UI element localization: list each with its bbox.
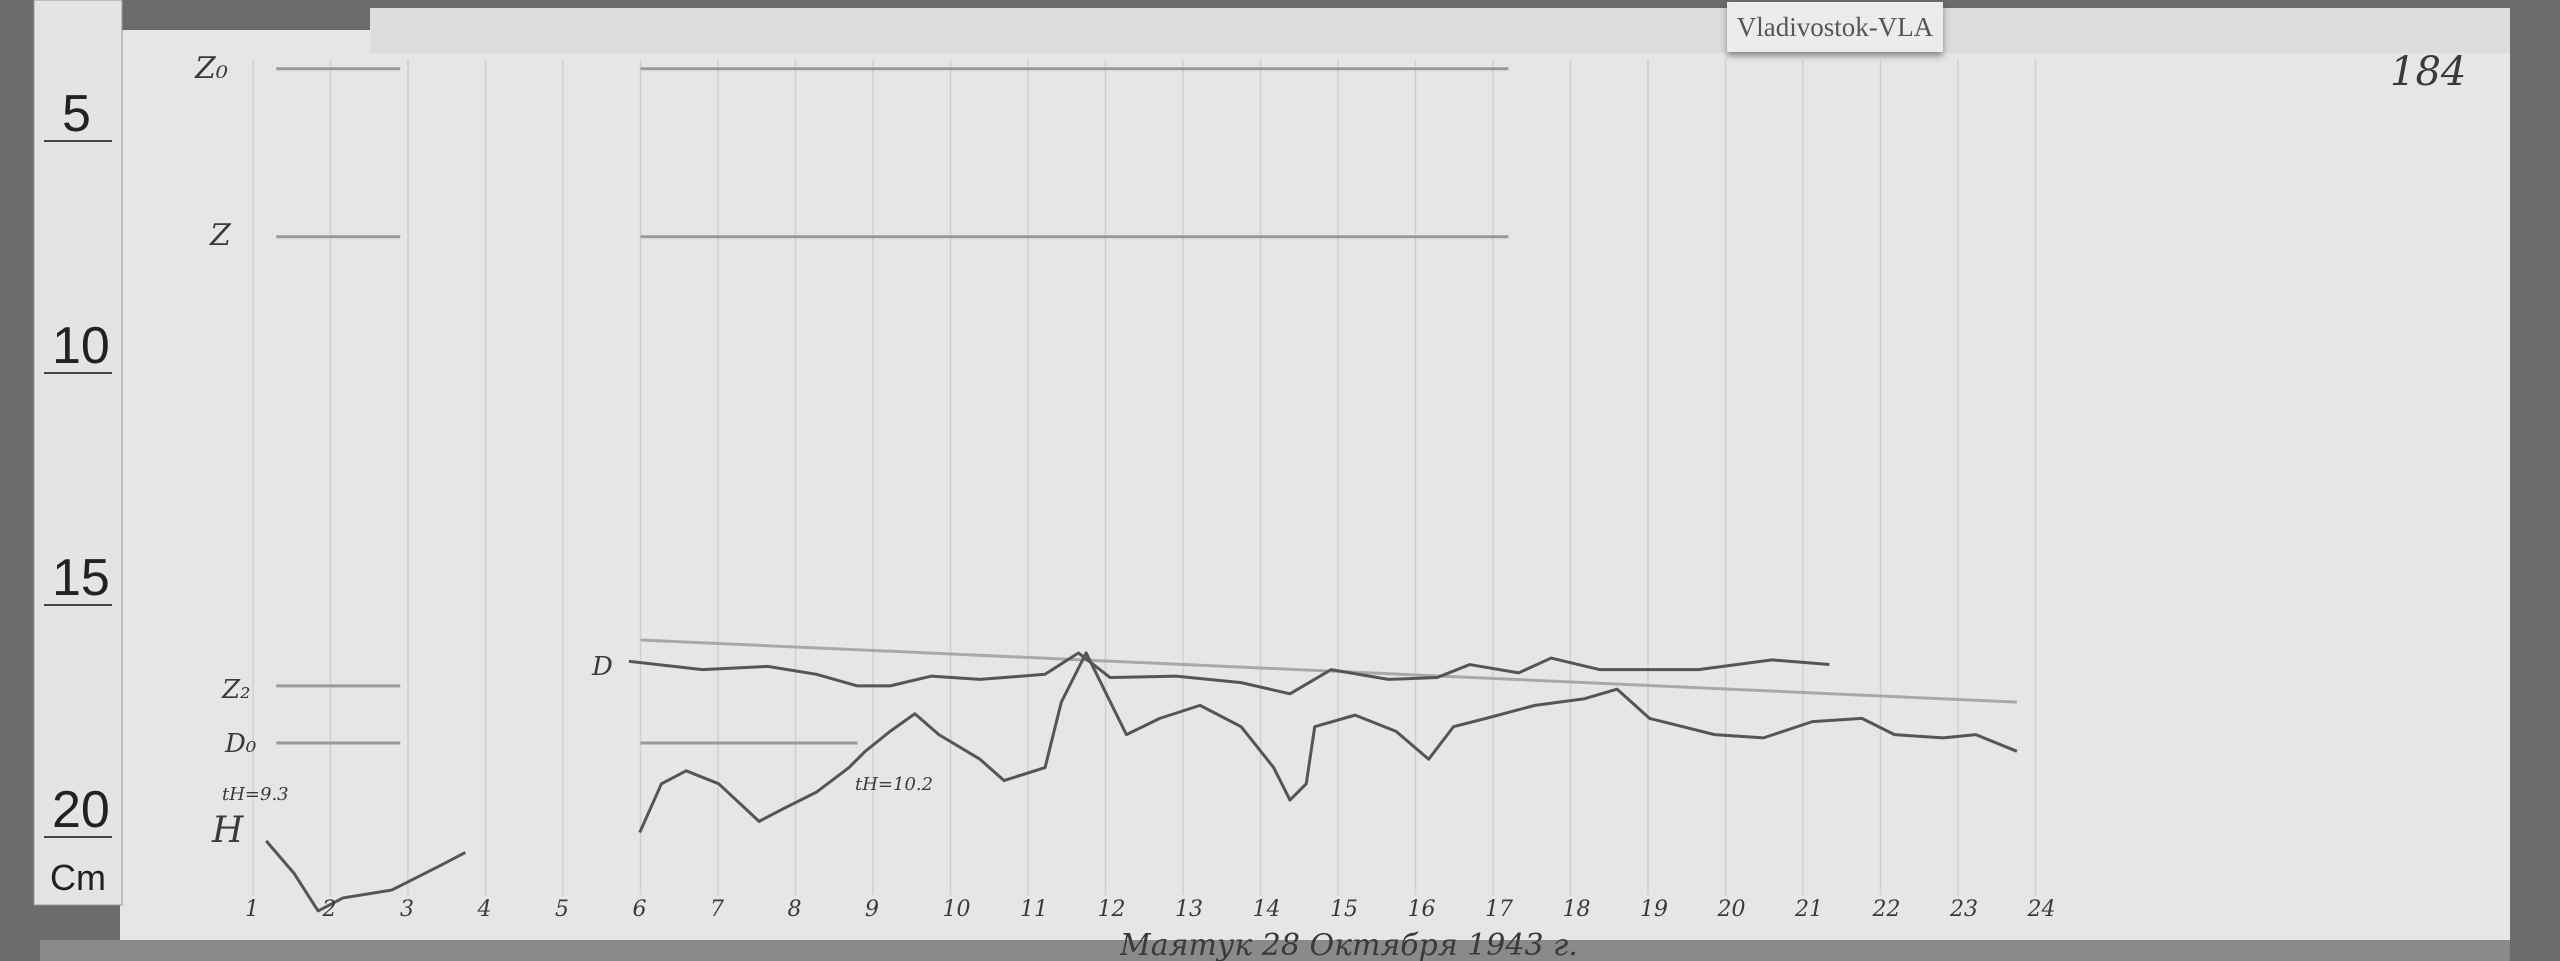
- x-tick-label: 19: [1640, 897, 1668, 922]
- label-h: H: [211, 810, 244, 851]
- label-z0: Z₀: [194, 51, 228, 86]
- x-tick-label: 24: [2027, 897, 2056, 922]
- label-d: D: [591, 652, 613, 682]
- ruler-tick-label: 5: [62, 85, 91, 143]
- label-z2: Z₂: [221, 675, 251, 705]
- x-tick-label: 14: [1253, 897, 1281, 922]
- ruler-tick-label: 20: [52, 781, 110, 839]
- x-tick-label: 12: [1098, 897, 1126, 922]
- x-tick-label: 23: [1949, 897, 1978, 922]
- sheet-number: 184: [2390, 49, 2466, 95]
- x-tick-label: 18: [1563, 897, 1591, 922]
- trace-h-early-: [265, 839, 467, 913]
- label-th-left: tH=9.3: [222, 784, 289, 805]
- x-tick-label: 6: [633, 897, 647, 922]
- trace-d: [628, 651, 1830, 696]
- x-tick-label: 4: [477, 897, 492, 922]
- x-tick-label: 10: [943, 897, 971, 922]
- x-tick-label: 5: [555, 897, 569, 922]
- label-z: Z: [209, 218, 232, 253]
- x-tick-label: 21: [1794, 897, 1823, 922]
- trace-h: [638, 651, 2018, 834]
- x-tick-label: 3: [400, 897, 414, 922]
- x-tick-label: 16: [1408, 897, 1436, 922]
- x-tick-label: 7: [710, 897, 724, 922]
- top-tape: [370, 8, 2510, 53]
- label-d0: D₀: [224, 729, 257, 759]
- x-tick-label: 2: [322, 897, 337, 922]
- x-tick-label: 8: [788, 897, 802, 922]
- label-th-right: tH=10.2: [855, 774, 933, 795]
- x-tick-label: 1: [245, 897, 259, 922]
- x-tick-label: 9: [865, 897, 879, 922]
- paper-sheet: [120, 30, 2510, 940]
- x-tick-label: 13: [1175, 897, 1203, 922]
- x-tick-label: 11: [1020, 897, 1048, 922]
- signature-line: Маятук 28 Октября 1943 г.: [1119, 928, 1578, 961]
- ruler-unit: Cm: [50, 857, 106, 898]
- ruler-tick-label: 15: [52, 549, 110, 607]
- x-tick-label: 17: [1485, 897, 1513, 922]
- x-tick-label: 20: [1717, 897, 1746, 922]
- x-tick-label: 15: [1330, 897, 1358, 922]
- ruler: [33, 0, 123, 906]
- x-tick-label: 22: [1872, 897, 1901, 922]
- bottom-strip: [40, 940, 2510, 961]
- station-label: Vladivostok-VLA: [1727, 2, 1943, 52]
- ruler-tick-label: 10: [52, 317, 110, 375]
